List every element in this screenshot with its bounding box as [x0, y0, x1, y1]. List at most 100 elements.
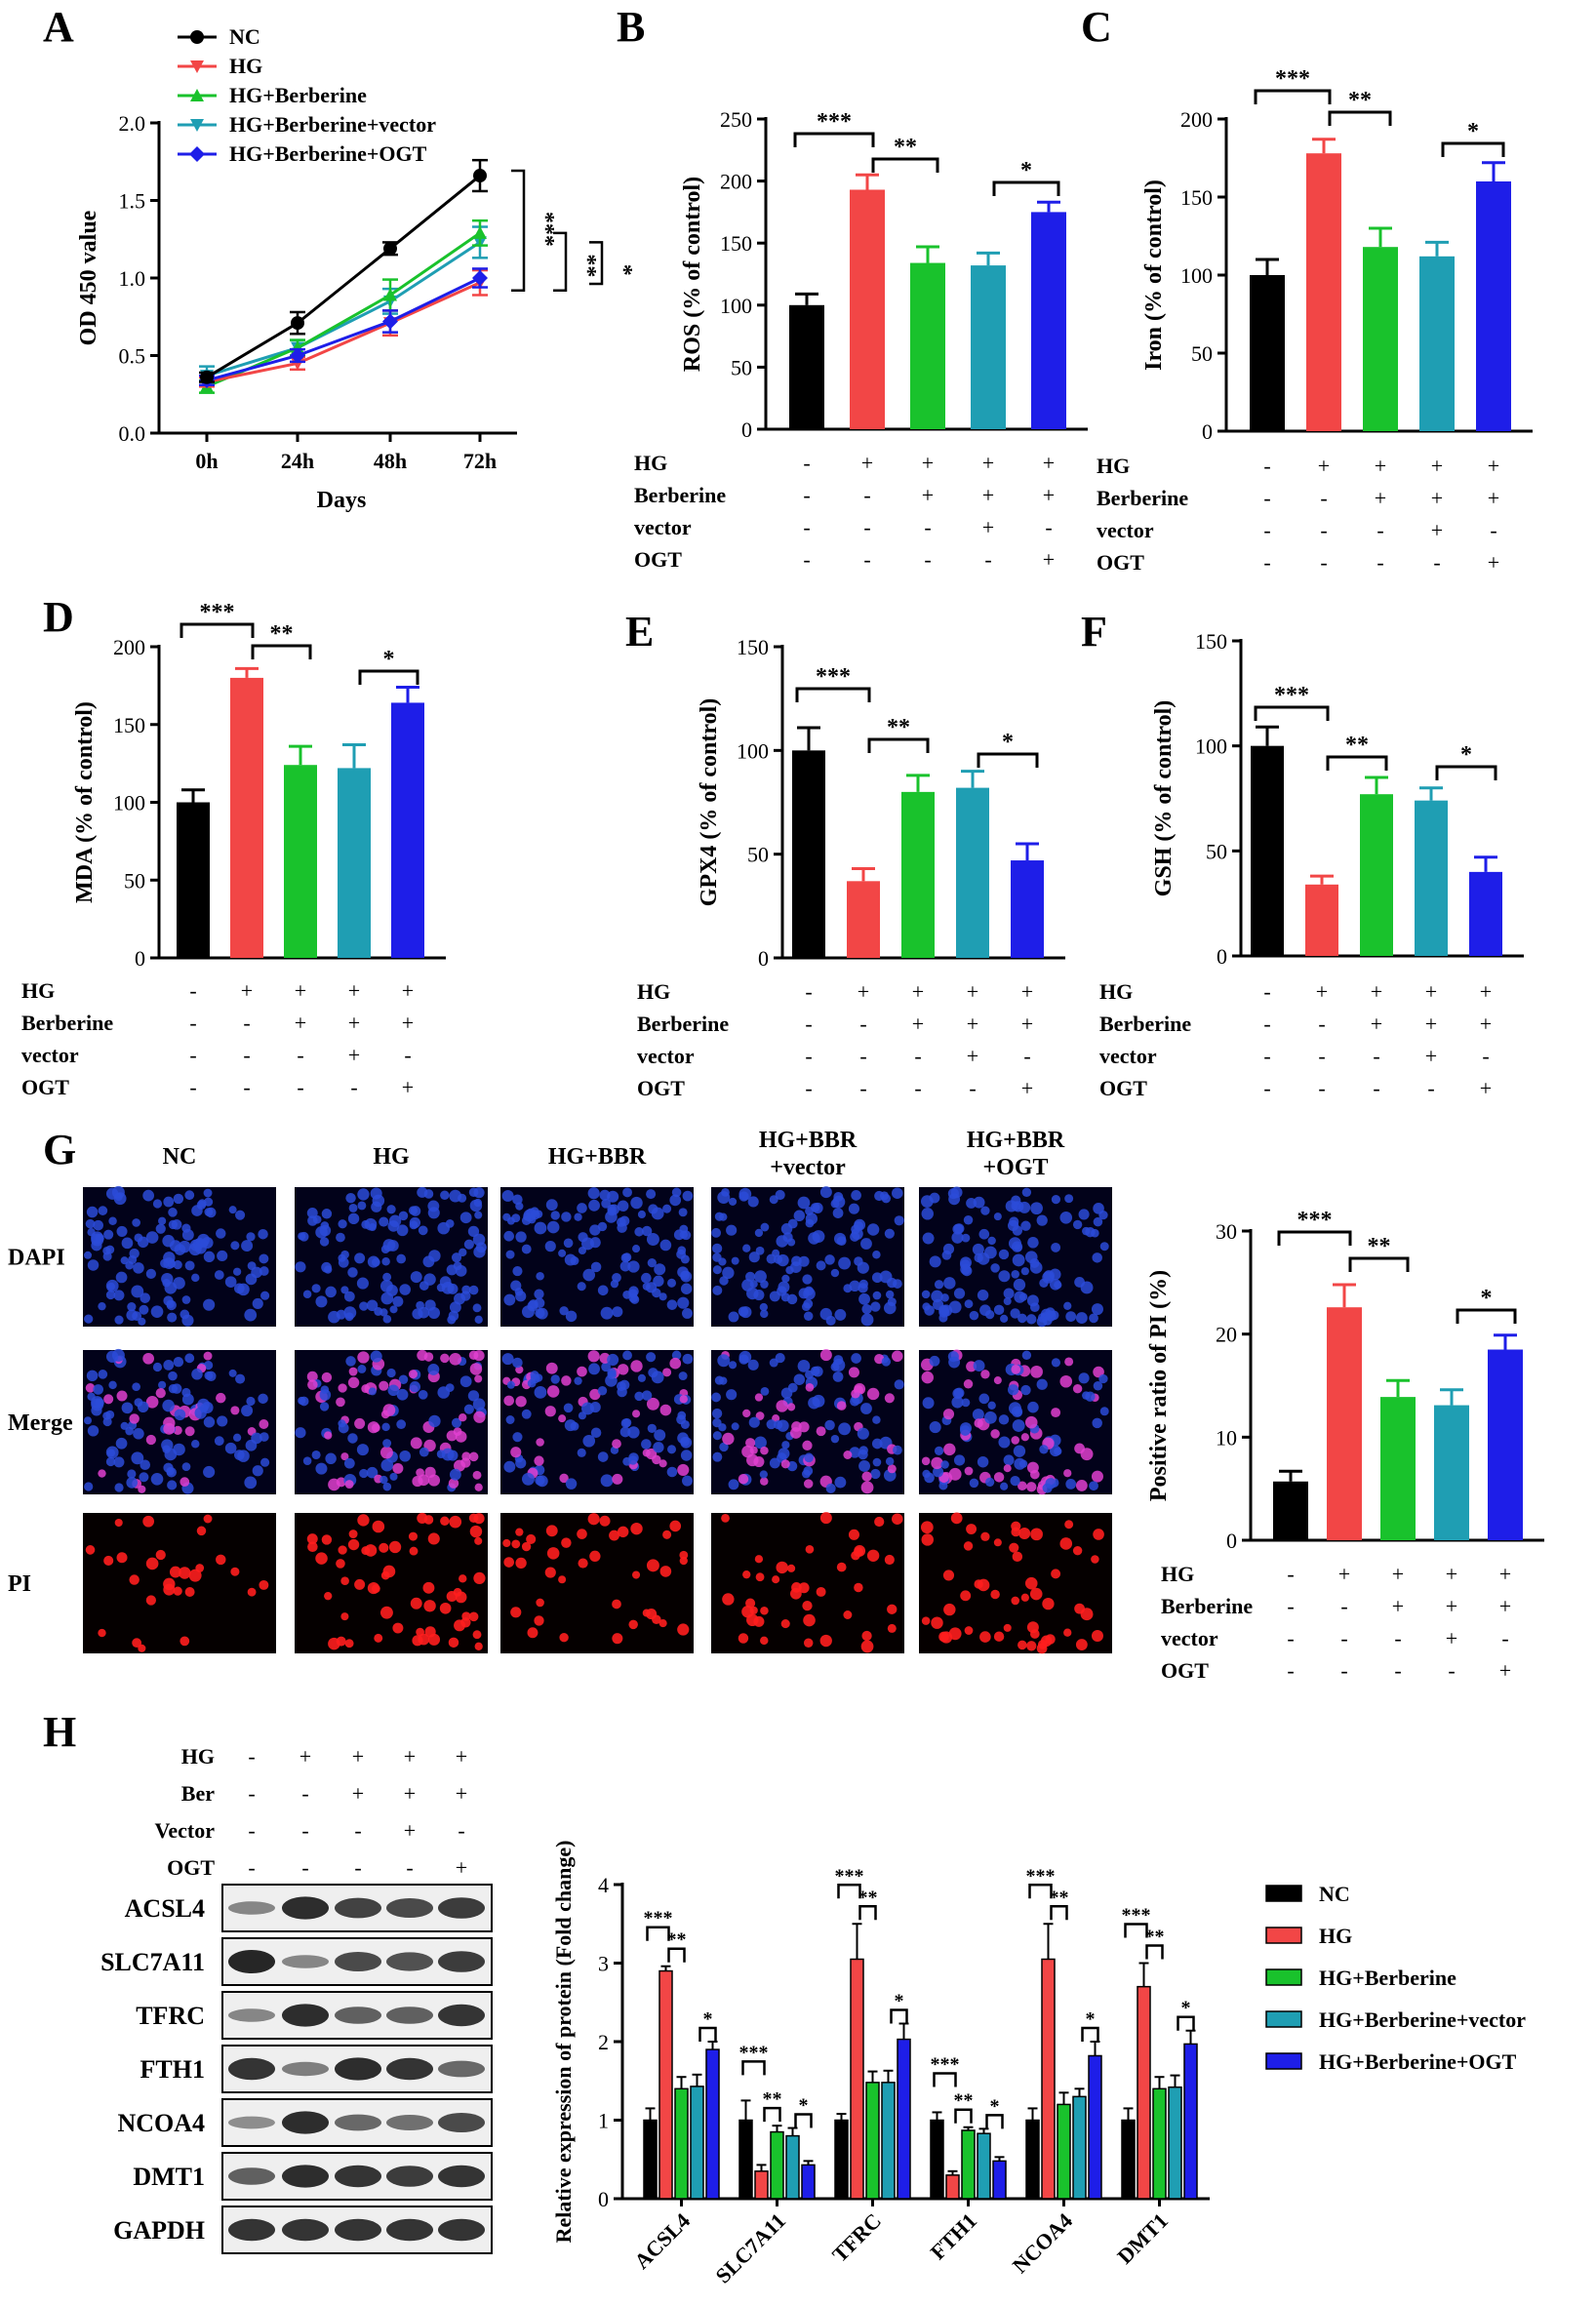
nucleus [1013, 1278, 1026, 1292]
nucleus [473, 1411, 486, 1423]
nucleus [933, 1466, 944, 1478]
treatment-row-label: vector [1097, 518, 1154, 542]
pi-positive-cell [722, 1593, 735, 1606]
nucleus [472, 1303, 482, 1313]
nucleus [1024, 1415, 1038, 1429]
nucleus [174, 1409, 186, 1421]
y-tick-label: 1.0 [119, 266, 146, 291]
treatment-sign: - [969, 1076, 976, 1100]
nucleus [315, 1462, 328, 1475]
bar-HG+Berberine+OGT [1088, 2054, 1102, 2200]
nucleus [577, 1448, 586, 1457]
bar-HG+Berberine+vector [1419, 256, 1455, 431]
nucleus [848, 1203, 859, 1214]
y-tick-label: 50 [747, 843, 769, 867]
nucleus [181, 1462, 191, 1472]
nucleus [766, 1253, 777, 1264]
series-NC [199, 158, 488, 384]
significance-label: ** [763, 2088, 782, 2110]
pi-positive-cell [921, 1533, 934, 1546]
nucleus [759, 1470, 768, 1479]
nucleus [419, 1447, 429, 1457]
nucleus [1007, 1384, 1019, 1396]
nucleus [1026, 1314, 1037, 1325]
pi-positive-cell [1030, 1528, 1043, 1541]
treatment-sign: - [1340, 1658, 1347, 1683]
nucleus [409, 1216, 421, 1229]
blot-band [282, 1896, 329, 1920]
nucleus [449, 1301, 461, 1314]
nucleus [1020, 1433, 1029, 1442]
nucleus [885, 1290, 895, 1299]
nucleus [834, 1308, 847, 1321]
bar-HG [1137, 1985, 1151, 2200]
x-tick-label: 0h [195, 449, 218, 473]
pi-positive-cell [372, 1520, 385, 1533]
blot-header-sign: - [248, 1781, 255, 1806]
bar-HG+Berberine+vector [1434, 1405, 1469, 1540]
bar-HG+Berberine+OGT [1011, 860, 1044, 958]
series-HG+Berberine [199, 219, 488, 394]
treatment-sign: - [1501, 1626, 1508, 1650]
bar-NC [1025, 2119, 1040, 2200]
pi-positive-cell [1011, 1596, 1020, 1606]
nucleus [974, 1252, 983, 1263]
nucleus [780, 1459, 790, 1469]
nucleus [85, 1383, 96, 1393]
nucleus [315, 1295, 328, 1308]
treatment-sign: - [1320, 486, 1327, 510]
treatment-sign: - [243, 1011, 250, 1035]
nucleus [682, 1353, 694, 1365]
pi-positive-cell [515, 1557, 527, 1570]
nucleus [589, 1237, 601, 1249]
nucleus [714, 1375, 724, 1385]
nucleus [184, 1190, 195, 1201]
nucleus [726, 1389, 738, 1401]
nucleus [427, 1200, 440, 1212]
micrograph-pi [500, 1513, 694, 1653]
nucleus [642, 1449, 651, 1457]
pi-positive-cell [1020, 1593, 1029, 1602]
nucleus [203, 1298, 216, 1311]
pi-positive-cell [980, 1531, 990, 1541]
y-tick-label: 50 [1191, 341, 1213, 366]
nucleus [114, 1483, 124, 1492]
pi-positive-cell [887, 1604, 898, 1614]
nucleus [627, 1426, 640, 1439]
nucleus [370, 1350, 382, 1363]
blot-protein-label: TFRC [136, 2002, 205, 2030]
treatment-sign: - [914, 1044, 921, 1068]
pi-positive-cell [163, 1583, 176, 1596]
nucleus [637, 1210, 646, 1219]
image-row-label: DAPI [8, 1246, 65, 1271]
nucleus [990, 1263, 1000, 1273]
nucleus [622, 1290, 631, 1299]
panel-g: NC HG HG+BBR HG+BBR +vector HG+BBR +OGT DAPI Mer… [8, 1128, 1112, 1654]
bar-HG+Berberine [770, 2130, 784, 2200]
nucleus [232, 1267, 242, 1276]
pi-positive-cell [966, 1524, 978, 1534]
nucleus [838, 1422, 852, 1436]
nucleus [1014, 1291, 1026, 1303]
nucleus [804, 1452, 815, 1463]
significance-label: * [611, 264, 636, 276]
nucleus [612, 1306, 623, 1318]
pi-positive-cell [721, 1513, 730, 1523]
nucleus [1098, 1210, 1108, 1220]
nucleus [1000, 1314, 1009, 1323]
significance-label: * [799, 2095, 809, 2117]
blot-band [335, 2007, 381, 2024]
nucleus [666, 1466, 678, 1478]
nucleus [184, 1353, 195, 1364]
pi-positive-cell [145, 1595, 156, 1606]
nucleus [417, 1349, 428, 1361]
nucleus [921, 1371, 934, 1384]
nucleus [224, 1442, 237, 1454]
nucleus [306, 1208, 318, 1218]
nucleus [173, 1193, 184, 1205]
nucleus [870, 1301, 881, 1312]
nucleus [295, 1427, 306, 1439]
nucleus [1075, 1479, 1088, 1491]
nucleus [622, 1417, 632, 1428]
